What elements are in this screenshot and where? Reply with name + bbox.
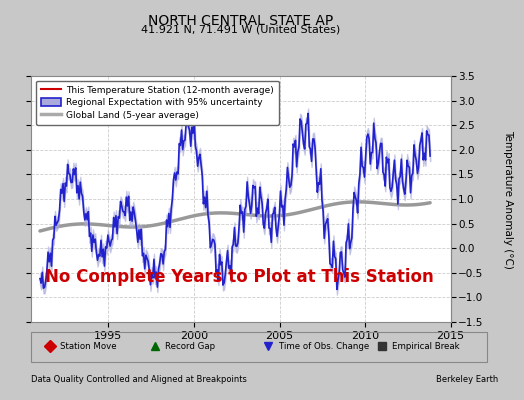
Text: Empirical Break: Empirical Break bbox=[392, 342, 460, 351]
Text: No Complete Years to Plot at This Station: No Complete Years to Plot at This Statio… bbox=[45, 268, 434, 286]
Text: 41.921 N, 71.491 W (United States): 41.921 N, 71.491 W (United States) bbox=[141, 24, 341, 34]
Text: Data Quality Controlled and Aligned at Breakpoints: Data Quality Controlled and Aligned at B… bbox=[31, 375, 247, 384]
Y-axis label: Temperature Anomaly (°C): Temperature Anomaly (°C) bbox=[503, 130, 513, 268]
Text: Station Move: Station Move bbox=[60, 342, 116, 351]
Legend: This Temperature Station (12-month average), Regional Expectation with 95% uncer: This Temperature Station (12-month avera… bbox=[36, 80, 279, 125]
Text: Record Gap: Record Gap bbox=[165, 342, 215, 351]
Text: NORTH CENTRAL STATE AP: NORTH CENTRAL STATE AP bbox=[148, 14, 334, 28]
Text: Time of Obs. Change: Time of Obs. Change bbox=[279, 342, 369, 351]
Text: Berkeley Earth: Berkeley Earth bbox=[435, 375, 498, 384]
